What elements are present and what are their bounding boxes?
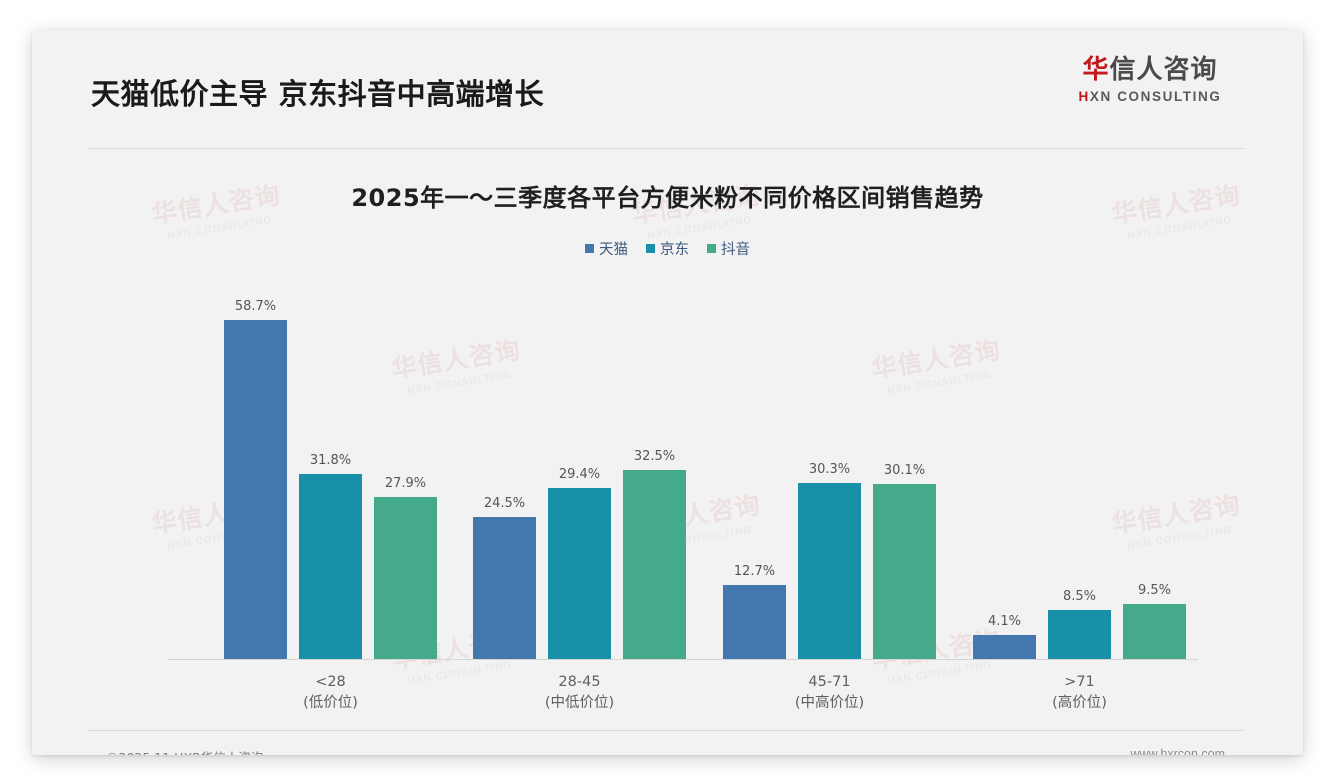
footer-copyright: ©2025.11 HXR华信人咨询 [106,747,263,755]
legend-swatch-icon [646,244,655,253]
bar-rect[interactable] [473,517,536,659]
bar-item[interactable]: 27.9% [374,299,437,659]
brand-logo-rest-chars: 信人咨询 [1109,55,1218,85]
brand-logo-english: HXN CONSULTING [1060,89,1240,104]
brand-logo-accent-char: 华 [1082,55,1110,85]
legend-item-2[interactable]: 抖音 [707,238,750,259]
category-name: <28 [315,674,346,690]
page-title: 天猫低价主导 京东抖音中高端增长 [91,77,545,111]
legend-item-1[interactable]: 京东 [646,238,689,259]
x-axis-category-label-2: 45-71 (中高价位) [705,672,955,714]
x-axis-category-label-0: <28 (低价位) [206,672,456,714]
header-divider [88,148,1244,149]
bar-item[interactable]: 4.1% [973,299,1036,659]
chart-region: 2025年一～三季度各平台方便米粉不同价格区间销售趋势 天猫 京东 抖音 58.7%… [32,160,1303,720]
slide-header: 天猫低价主导 京东抖音中高端增长 华信人咨询 HXN CONSULTING [32,30,1303,118]
bar-rect[interactable] [723,585,786,659]
chart-title: 2025年一～三季度各平台方便米粉不同价格区间销售趋势 [351,184,984,212]
bar-group-2: 12.7% 30.3% 30.1% [723,299,936,659]
bar-rect[interactable] [299,474,362,659]
x-axis-line [168,659,1198,660]
slide-card: 华信人咨询 HXN CONSULTING 华信人咨询 HXN CONSULTING 华信… [32,30,1303,755]
bar-value-label: 4.1% [987,614,1022,629]
category-name: 45-71 [808,674,851,690]
bar-value-label: 24.5% [483,496,526,511]
footer-divider [88,730,1244,731]
bar-group-3: 4.1% 8.5% 9.5% [973,299,1186,659]
bar-rect[interactable] [1123,604,1186,659]
footer-website: www.hxrcon.com [1130,747,1225,755]
bar-rect[interactable] [374,497,437,659]
bar-item[interactable]: 30.3% [798,299,861,659]
category-sublabel: (高价位) [1052,695,1107,712]
bar-item[interactable]: 9.5% [1123,299,1186,659]
bar-rect[interactable] [623,470,686,659]
bar-value-label: 32.5% [633,449,676,464]
category-sublabel: (中高价位) [794,695,865,712]
bar-item[interactable]: 8.5% [1048,299,1111,659]
legend-item-0[interactable]: 天猫 [585,238,628,259]
brand-logo-en-rest: XN CONSULTING [1089,88,1222,104]
legend-label: 京东 [660,242,689,258]
brand-logo-chinese: 华信人咨询 [1060,56,1240,85]
bar-value-label: 27.9% [384,476,427,491]
bar-rect[interactable] [1048,610,1111,659]
x-axis-category-label-3: >71 (高价位) [955,672,1205,714]
legend-label: 天猫 [599,242,628,258]
bar-value-label: 31.8% [309,453,352,468]
bar-value-label: 8.5% [1062,589,1097,604]
category-sublabel: (中低价位) [544,695,615,712]
plot-area: 58.7% 31.8% 27.9% <28 (低价位) 24.5% 29.4% 32.5% 28… [168,280,1198,711]
bar-rect[interactable] [873,484,936,659]
bar-item[interactable]: 31.8% [299,299,362,659]
bar-rect[interactable] [548,488,611,659]
bar-value-label: 58.7% [234,299,277,314]
bar-value-label: 30.3% [808,462,851,477]
category-sublabel: (低价位) [303,695,358,712]
brand-logo-en-accent: H [1078,88,1090,104]
legend-swatch-icon [585,244,594,253]
x-axis-category-label-1: 28-45 (中低价位) [455,672,705,714]
bar-value-label: 29.4% [558,467,601,482]
bar-value-label: 12.7% [733,564,776,579]
legend-label: 抖音 [721,242,750,258]
brand-logo: 华信人咨询 HXN CONSULTING [1060,56,1240,104]
bar-rect[interactable] [973,635,1036,659]
chart-legend: 天猫 京东 抖音 [32,238,1303,259]
legend-swatch-icon [707,244,716,253]
bar-value-label: 9.5% [1137,583,1172,598]
bar-group-0: 58.7% 31.8% 27.9% [224,299,437,659]
bar-group-1: 24.5% 29.4% 32.5% [473,299,686,659]
bar-rect[interactable] [798,483,861,659]
category-name: >71 [1064,674,1095,690]
category-name: 28-45 [558,674,601,690]
bar-item[interactable]: 12.7% [723,299,786,659]
bar-item[interactable]: 24.5% [473,299,536,659]
bar-item[interactable]: 29.4% [548,299,611,659]
bar-value-label: 30.1% [883,463,926,478]
bar-item[interactable]: 32.5% [623,299,686,659]
bar-rect[interactable] [224,320,287,659]
bar-item[interactable]: 58.7% [224,299,287,659]
bar-item[interactable]: 30.1% [873,299,936,659]
